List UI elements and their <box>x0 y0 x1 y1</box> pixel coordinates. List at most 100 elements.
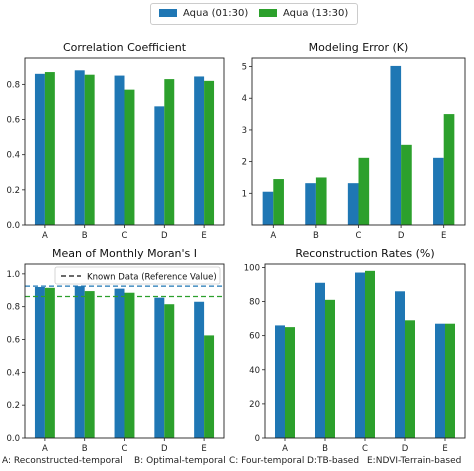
y-tick-label: 80 <box>249 298 260 308</box>
x-tick-label: A <box>42 444 48 454</box>
x-tick-label: A <box>282 444 288 454</box>
y-tick-label: 20 <box>249 400 260 410</box>
bar-e-series-2 <box>204 80 215 225</box>
legend-swatch-green <box>259 9 277 17</box>
bar-a-series-2 <box>273 179 284 225</box>
bar-d-series-2 <box>164 304 175 438</box>
bar-e-series-1 <box>435 323 445 438</box>
y-tick-label: 2 <box>242 158 247 168</box>
bar-c-series-2 <box>358 157 370 225</box>
legend-item-aqua-1330: Aqua (13:30) <box>259 8 348 19</box>
bar-a-series-2 <box>285 327 295 438</box>
x-tick-label: B <box>82 231 88 241</box>
bar-c-series-1 <box>114 288 125 438</box>
bar-a-series-1 <box>262 191 274 225</box>
bar-c-series-2 <box>365 270 375 438</box>
y-tick-label: 0.4 <box>6 151 20 161</box>
key-item-c: C: Four-temporal <box>229 456 305 466</box>
x-tick-label: C <box>122 231 128 241</box>
x-tick-label: D <box>161 231 168 241</box>
y-tick-label: 4 <box>242 94 247 104</box>
bar-e-series-1 <box>194 76 205 226</box>
plot-frame <box>251 57 466 226</box>
bar-b-series-2 <box>84 291 95 438</box>
y-tick-label: 0 <box>255 434 260 444</box>
bar-d-series-2 <box>164 79 175 226</box>
y-tick-label: 0.4 <box>6 368 20 378</box>
bar-d-series-2 <box>401 144 412 225</box>
x-tick-label: B <box>313 231 319 241</box>
chart-title: Modeling Error (K) <box>309 41 409 54</box>
y-tick-label: 0.8 <box>6 303 20 313</box>
key-item-e: E:NDVI-Terrain-based <box>367 456 462 466</box>
bar-b-series-2 <box>315 177 327 225</box>
bar-e-series-1 <box>433 157 444 225</box>
figure-legend: Aqua (01:30) Aqua (13:30) <box>150 3 358 25</box>
bar-e-series-1 <box>194 301 205 438</box>
x-tick-label: D <box>398 231 405 241</box>
legend-label: Aqua (01:30) <box>183 8 249 19</box>
x-tick-label: A <box>42 231 48 241</box>
y-tick-label: 0.2 <box>6 401 20 411</box>
x-tick-label: D <box>161 444 168 454</box>
y-tick-label: 5 <box>242 63 247 73</box>
bar-a-series-1 <box>34 286 45 438</box>
y-tick-label: 1 <box>242 189 247 199</box>
plot-frame <box>264 263 466 439</box>
bar-a-series-2 <box>44 72 55 225</box>
bar-e-series-2 <box>445 323 455 438</box>
plot-frame <box>24 263 225 439</box>
bar-c-series-2 <box>124 292 135 438</box>
y-tick-label: 60 <box>249 332 260 342</box>
bar-b-series-2 <box>84 74 95 225</box>
bar-d-series-2 <box>405 320 415 438</box>
chart-title: Correlation Coefficient <box>63 41 187 54</box>
key-item-d: D:TB-based <box>307 456 360 466</box>
x-tick-label: B <box>322 444 328 454</box>
bar-a-series-2 <box>44 287 55 438</box>
bar-d-series-1 <box>395 291 405 438</box>
y-tick-label: 0.0 <box>6 221 20 231</box>
key-item-a: A: Reconstructed-temporal <box>2 456 123 466</box>
bar-d-series-1 <box>390 65 402 225</box>
bar-b-series-2 <box>325 299 335 438</box>
x-tick-label: D <box>402 444 409 454</box>
x-tick-label: E <box>201 231 206 241</box>
bar-c-series-1 <box>355 272 365 438</box>
bar-a-series-1 <box>34 73 45 226</box>
inner-legend-box <box>54 266 221 285</box>
legend-swatch-blue <box>159 9 177 17</box>
bar-e-series-2 <box>204 335 215 438</box>
bar-c-series-1 <box>114 75 125 225</box>
y-tick-label: 3 <box>242 126 247 136</box>
chart-title: Reconstruction Rates (%) <box>295 247 434 260</box>
bar-c-series-1 <box>347 183 359 225</box>
x-tick-label: E <box>201 444 206 454</box>
y-tick-label: 1.0 <box>6 270 20 280</box>
key-item-b: B: Optimal-temporal <box>134 456 226 466</box>
bar-b-series-1 <box>315 282 325 438</box>
x-tick-label: B <box>82 444 88 454</box>
bar-e-series-2 <box>443 114 455 225</box>
legend-label: Aqua (13:30) <box>283 8 349 19</box>
x-tick-label: E <box>442 444 447 454</box>
bar-d-series-1 <box>154 297 165 438</box>
y-tick-label: 0.6 <box>6 116 20 126</box>
chart-title: Mean of Monthly Moran's I <box>52 247 197 260</box>
x-tick-label: C <box>122 444 128 454</box>
figure-canvas: Correlation Coefficient A B C D E 0.0 0.2 0.4 0.6… <box>6 41 466 454</box>
bar-c-series-2 <box>124 89 135 225</box>
bar-a-series-1 <box>275 325 285 438</box>
x-tick-label: E <box>441 231 446 241</box>
legend-item-aqua-0130: Aqua (01:30) <box>159 8 248 19</box>
y-tick-label: 100 <box>244 263 260 273</box>
y-tick-label: 0.0 <box>6 434 20 444</box>
y-tick-label: 40 <box>249 366 260 376</box>
x-tick-label: C <box>356 231 362 241</box>
y-tick-label: 0.8 <box>6 80 20 90</box>
y-tick-label: 0.6 <box>6 336 20 346</box>
bar-b-series-1 <box>74 286 85 438</box>
plot-frame <box>24 57 225 226</box>
inner-legend-label: Known Data (Reference Value) <box>87 273 217 283</box>
x-tick-label: A <box>270 231 276 241</box>
